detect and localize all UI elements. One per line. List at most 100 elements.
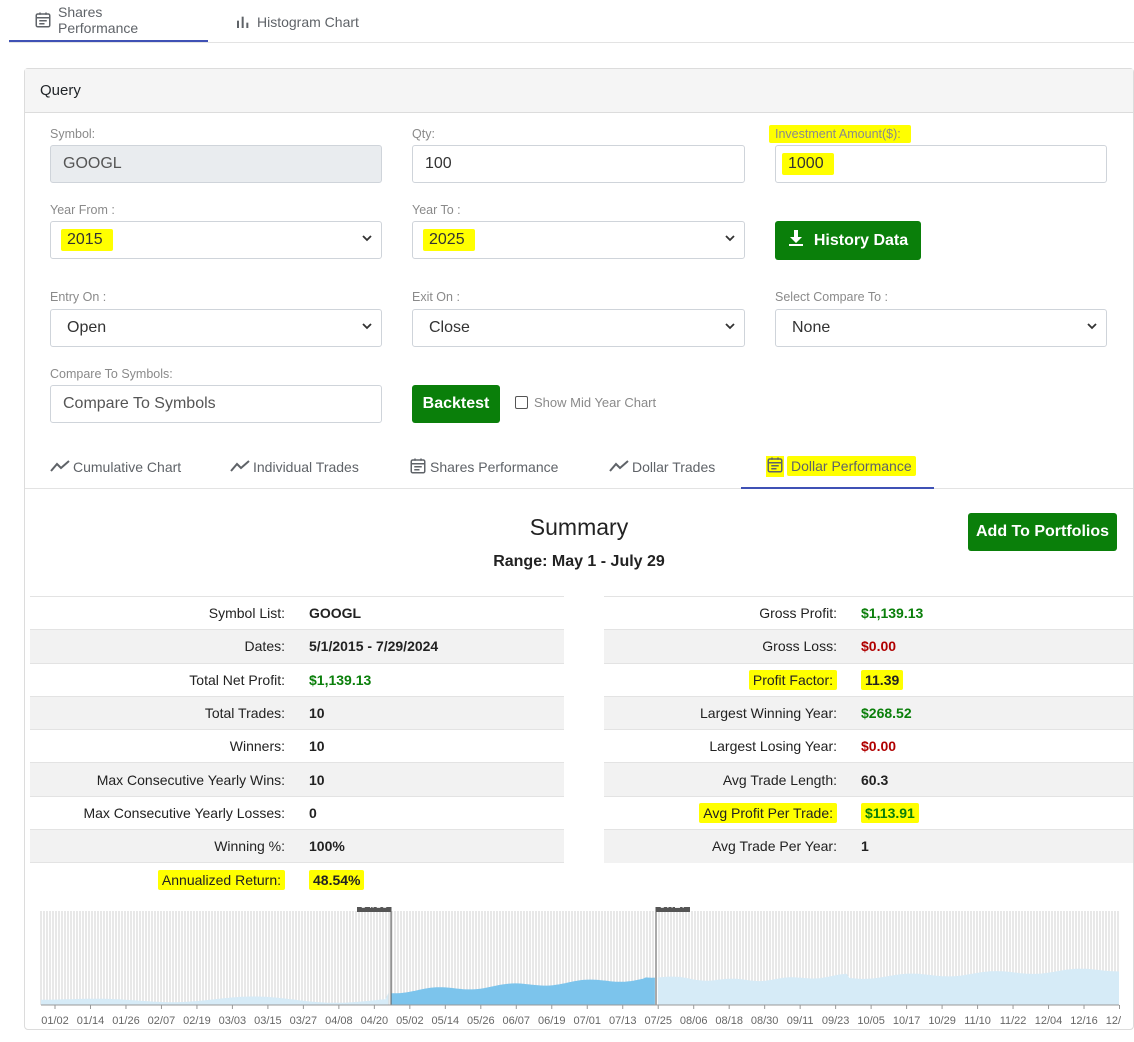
- tab-label: Dollar Performance: [787, 456, 916, 476]
- table-row: Avg Profit Per Trade: $113.91: [604, 795, 1133, 830]
- year-to-select[interactable]: 2025: [412, 221, 745, 259]
- tab-dollar-trades[interactable]: Dollar Trades: [609, 445, 715, 489]
- stat-key: Max Consecutive Yearly Losses:: [30, 795, 309, 830]
- area-unselected-right: [657, 968, 1119, 1005]
- show-mid-year-label: Show Mid Year Chart: [534, 395, 657, 410]
- line-chart-icon: [50, 459, 70, 476]
- range-navigator-chart[interactable]: 04/30 07/27 01/02 01/14 01/26 02/07 02/19 03/0…: [39, 907, 1121, 1031]
- stat-key: Winning %:: [30, 829, 309, 863]
- stat-value: 0: [309, 795, 564, 830]
- tab-label: Dollar Trades: [632, 459, 716, 475]
- chevron-down-icon: [361, 231, 373, 249]
- exit-on-select[interactable]: Close: [412, 309, 745, 347]
- entry-on-select[interactable]: Open: [50, 309, 382, 347]
- x-tick-label: 07/25: [644, 1015, 672, 1027]
- stat-value: $0.00: [861, 729, 1133, 763]
- top-tab-shares-performance[interactable]: Shares Performance: [9, 0, 208, 42]
- calendar-icon: [409, 457, 427, 478]
- summary-left-table: Symbol List: GOOGL Dates: 5/1/2015 - 7/29/…: [30, 595, 564, 897]
- x-tick-label: 02/07: [148, 1015, 176, 1027]
- table-row: Largest Winning Year: $268.52: [604, 695, 1133, 730]
- stat-value: 1: [861, 829, 1133, 863]
- add-to-portfolios-button[interactable]: Add To Portfolios: [968, 513, 1117, 551]
- table-row: Total Trades: 10: [30, 695, 564, 730]
- x-tick-label: 07/13: [609, 1015, 637, 1027]
- stat-value: 60.3: [861, 762, 1133, 797]
- chart-handles[interactable]: 04/30 07/27: [357, 907, 690, 1005]
- tab-individual-trades[interactable]: Individual Trades: [230, 445, 359, 489]
- x-tick-label: 06/19: [538, 1015, 566, 1027]
- exit-on-label: Exit On :: [412, 290, 460, 304]
- history-data-button[interactable]: History Data: [775, 221, 921, 260]
- stat-value: 48.54%: [309, 869, 365, 890]
- stat-value: $113.91: [861, 802, 919, 823]
- x-tick-label: 01/14: [77, 1015, 105, 1027]
- investment-amount-input[interactable]: 1000: [775, 145, 1107, 183]
- chart-area: [41, 968, 1119, 1005]
- stat-key: Avg Trade Per Year:: [604, 829, 861, 863]
- x-tick-label: 11/22: [1000, 1015, 1027, 1027]
- tab-label: Individual Trades: [253, 459, 359, 475]
- x-tick-label: 08/30: [751, 1015, 779, 1027]
- x-tick-label: 10/05: [857, 1015, 885, 1027]
- bar-chart-icon: [235, 14, 251, 30]
- x-tick-label: 03/15: [254, 1015, 282, 1027]
- table-row: Winners: 10: [30, 729, 564, 763]
- tab-label: Shares Performance: [430, 459, 559, 475]
- top-tab-bar: Shares Performance Histogram Chart: [9, 0, 1134, 43]
- investment-amount-label-text: Investment Amount($):: [769, 125, 911, 143]
- compare-symbols-input[interactable]: Compare To Symbols: [50, 385, 382, 423]
- query-panel-title: Query: [25, 69, 1133, 113]
- top-tab-histogram[interactable]: Histogram Chart: [210, 0, 384, 43]
- x-tick-label: 05/14: [432, 1015, 460, 1027]
- area-selected: [391, 977, 655, 1005]
- history-data-label: History Data: [813, 231, 909, 249]
- stat-value: 5/1/2015 - 7/29/2024: [309, 629, 564, 664]
- x-tick-label: 04/08: [325, 1015, 353, 1027]
- tab-dollar-performance[interactable]: Dollar Performance: [741, 445, 934, 489]
- selection-end-handle: 07/27: [655, 907, 690, 1005]
- stat-key: Avg Trade Length:: [604, 762, 861, 797]
- x-tick-label: 10/29: [928, 1015, 956, 1027]
- x-tick-label: 09/11: [787, 1015, 814, 1027]
- symbol-label: Symbol:: [50, 127, 96, 141]
- x-tick-label: 08/18: [715, 1015, 743, 1027]
- result-tab-bar: Cumulative Chart Individual Trades Share…: [25, 445, 1133, 489]
- qty-input[interactable]: 100: [412, 145, 745, 183]
- table-row: Gross Profit: $1,139.13: [604, 595, 1133, 630]
- x-tick-label: 07/01: [573, 1015, 601, 1027]
- chevron-down-icon: [361, 319, 373, 337]
- tab-shares-performance[interactable]: Shares Performance: [409, 445, 558, 489]
- compare-to-select[interactable]: None: [775, 309, 1107, 347]
- stat-key-cell: Annualized Return:: [30, 862, 309, 897]
- x-tick-label: 01/26: [112, 1015, 140, 1027]
- x-tick-label: 03/03: [219, 1015, 247, 1027]
- year-from-select[interactable]: 2015: [50, 221, 382, 259]
- stat-value: $0.00: [861, 629, 1133, 664]
- stat-key: Annualized Return:: [157, 869, 285, 890]
- table-row: Largest Losing Year: $0.00: [604, 729, 1133, 763]
- table-row: Annualized Return: 48.54%: [30, 862, 564, 897]
- chevron-down-icon: [724, 319, 736, 337]
- handle-label-bg: [357, 907, 391, 912]
- stat-key: Max Consecutive Yearly Wins:: [30, 762, 309, 797]
- summary-right-table: Gross Profit: $1,139.13 Gross Loss: $0.00 …: [604, 595, 1133, 863]
- symbol-input[interactable]: GOOGL: [50, 145, 382, 183]
- checkbox-box[interactable]: [515, 396, 528, 409]
- stat-key-cell: Avg Profit Per Trade:: [604, 795, 861, 830]
- table-row: Avg Trade Length: 60.3: [604, 762, 1133, 797]
- stat-value-cell: 48.54%: [309, 862, 564, 897]
- chart-ticks: 01/02 01/14 01/26 02/07 02/19 03/03 03/15 03/27…: [41, 1004, 1121, 1027]
- table-row: Max Consecutive Yearly Losses: 0: [30, 795, 564, 830]
- year-to-label: Year To :: [412, 203, 461, 217]
- qty-value: 100: [425, 155, 452, 172]
- x-tick-label: 05/02: [396, 1015, 424, 1027]
- stat-key-cell: Profit Factor:: [604, 662, 861, 697]
- stat-value: 10: [309, 695, 564, 730]
- tab-cumulative-chart[interactable]: Cumulative Chart: [50, 445, 181, 489]
- top-tab-label: Shares Performance: [58, 4, 139, 36]
- backtest-button[interactable]: Backtest: [412, 385, 500, 423]
- x-tick-label: 05/26: [467, 1015, 495, 1027]
- stat-key: Avg Profit Per Trade:: [699, 802, 837, 823]
- show-mid-year-checkbox[interactable]: Show Mid Year Chart: [515, 395, 656, 410]
